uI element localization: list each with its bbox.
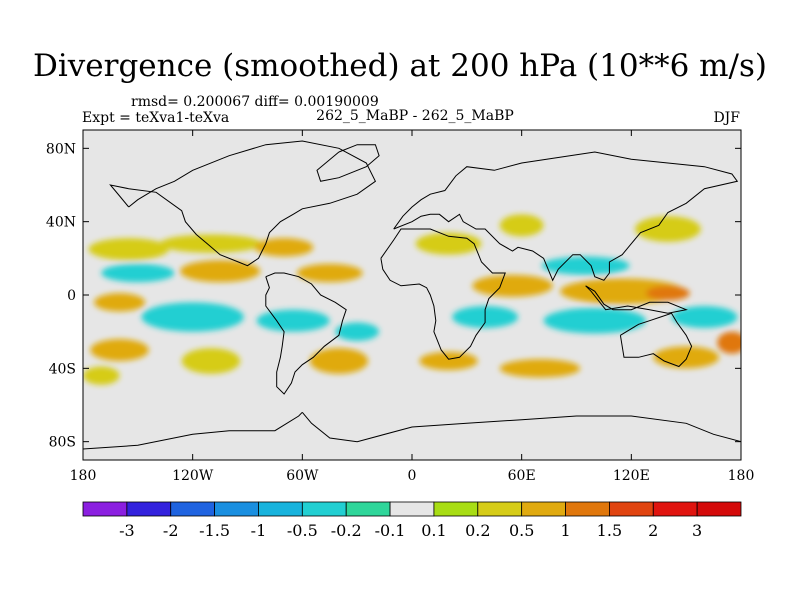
field-blob-17: [541, 256, 630, 275]
y-tick-label-4: 80S: [49, 435, 76, 451]
y-tick-label-1: 40N: [46, 215, 76, 231]
colorbar-box-3: [214, 501, 259, 517]
field-blob-4: [179, 260, 261, 283]
field-blob-6: [93, 293, 146, 312]
y-tick-label-0: 80N: [46, 141, 76, 157]
chart-title: Divergence (smoothed) at 200 hPa (10**6 …: [33, 48, 767, 84]
field-blob-2: [254, 238, 314, 257]
field-blob-25: [499, 359, 581, 378]
colorbar-label-10: 1: [560, 521, 570, 540]
x-tick-label-3: 0: [408, 468, 417, 484]
colorbar-box-7: [389, 501, 435, 517]
colorbar-box-4: [258, 501, 303, 517]
coastline-3: [393, 151, 739, 282]
field-blob-20: [645, 285, 690, 301]
colorbar-box-2: [170, 501, 216, 517]
coastline-8: [316, 144, 380, 182]
field-blob-22: [543, 307, 646, 334]
colorbar-box-5: [301, 501, 347, 517]
field-blob-5: [296, 263, 363, 283]
field-blob-26: [653, 346, 720, 369]
coastline-1: [265, 272, 347, 395]
coastlines: [83, 140, 741, 450]
field-blob-27: [717, 331, 741, 354]
field-blob-0: [88, 238, 169, 261]
colorbar-label-12: 2: [648, 521, 658, 540]
colorbar-label-4: -0.5: [287, 521, 318, 540]
colorbar-label-7: 0.1: [421, 521, 446, 540]
colorbar-box-12: [609, 501, 654, 517]
field-blob-8: [256, 309, 330, 332]
colorbar-box-8: [433, 501, 479, 517]
colorbar-label-3: -1: [251, 521, 267, 540]
colorbar-label-5: -0.2: [331, 521, 362, 540]
field-blob-18: [472, 274, 553, 297]
field-blob-16: [634, 216, 701, 242]
field-blob-15: [499, 214, 544, 237]
colorbar: -3 -2 -1.5 -1 -0.5 -0.2 -0.1 0.1 0.2 0.5 1 1.5 2 3: [82, 501, 742, 540]
colorbar-label-0: -3: [119, 521, 135, 540]
colorbar-box-0: [82, 501, 128, 517]
x-tick-label-5: 120E: [613, 468, 650, 484]
colorbar-box-10: [521, 501, 566, 517]
colorbar-box-13: [652, 501, 698, 517]
colorbar-box-6: [345, 501, 391, 517]
field-blob-10: [90, 339, 149, 361]
field-blob-13: [83, 366, 120, 385]
field-blob-12: [309, 348, 369, 374]
coastline-6: [301, 411, 741, 443]
field-blob-23: [671, 306, 738, 328]
field-blob-3: [101, 263, 175, 283]
colorbar-label-6: -0.1: [375, 521, 406, 540]
x-tick-label-0: 180: [70, 468, 97, 484]
x-tick-label-1: 120W: [172, 468, 214, 484]
coastline-0: [109, 140, 377, 267]
season-label: DJF: [713, 110, 740, 126]
field-blob-1: [159, 234, 263, 253]
colorbar-box-11: [565, 501, 610, 517]
coastline-2: [380, 228, 506, 360]
x-tick-label-6: 180: [728, 468, 755, 484]
y-tick-label-3: 40S: [49, 361, 76, 377]
colorbar-box-14: [696, 501, 742, 517]
colorbar-label-13: 3: [692, 521, 702, 540]
case-label: 262_5_MaBP - 262_5_MaBP: [316, 108, 514, 124]
colorbar-label-2: -1.5: [199, 521, 230, 540]
field-blob-24: [419, 351, 478, 371]
plot-area: [82, 129, 742, 461]
stats-line: rmsd= 0.200067 diff= 0.00190009: [131, 94, 379, 110]
coastline-4: [619, 312, 693, 368]
field-blob-7: [141, 302, 244, 332]
field-blob-11: [181, 348, 241, 374]
colorbar-label-9: 0.5: [509, 521, 534, 540]
coastline-5: [585, 285, 688, 314]
colorbar-box-1: [126, 501, 172, 517]
x-tick-label-2: 60W: [286, 468, 319, 484]
axes: 180 120W 60W 0 60E 120E 180 80N 40N 0 40S 80S: [46, 130, 754, 484]
colorbar-box-9: [477, 501, 523, 517]
colorbar-label-8: 0.2: [465, 521, 490, 540]
coastline-7: [83, 411, 303, 450]
divergence-field: [83, 214, 741, 385]
colorbar-label-1: -2: [163, 521, 179, 540]
y-tick-label-2: 0: [67, 288, 76, 304]
colorbar-label-11: 1.5: [597, 521, 622, 540]
field-blob-9: [335, 322, 380, 341]
x-tick-label-4: 60E: [508, 468, 536, 484]
experiment-label: Expt = teXva1-teXva: [82, 110, 230, 126]
